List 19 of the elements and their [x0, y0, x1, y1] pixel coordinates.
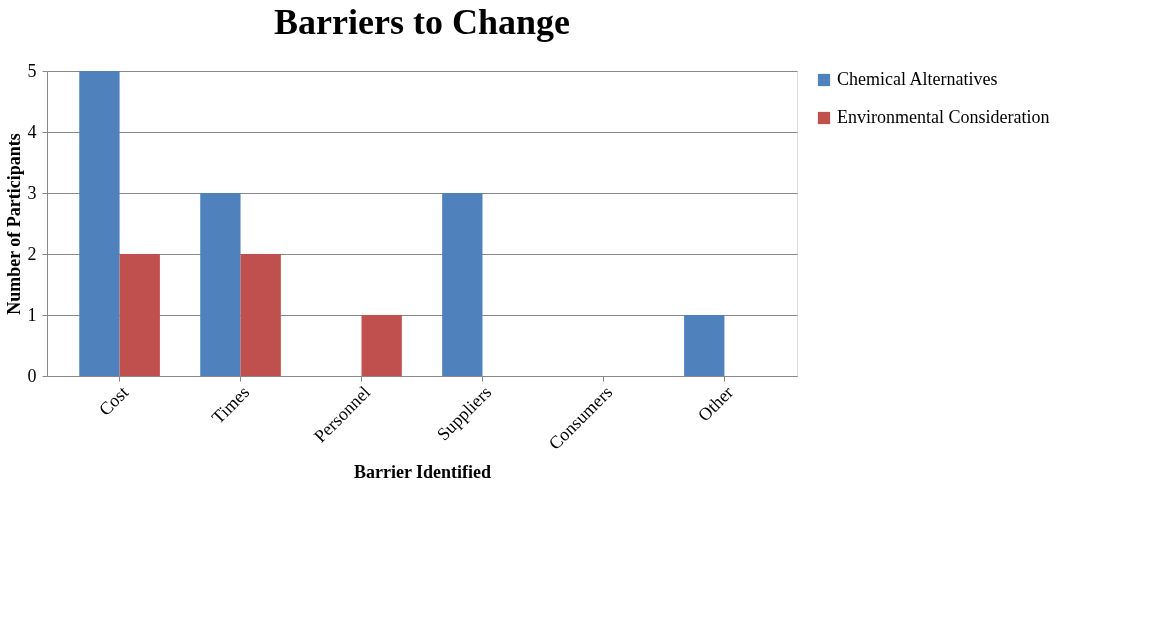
- bar: [79, 71, 120, 376]
- bar: [684, 315, 725, 376]
- y-tick-label: 5: [27, 60, 37, 81]
- bar: [361, 315, 402, 376]
- bar: [119, 254, 160, 376]
- x-axis-title: Barrier Identified: [353, 461, 492, 482]
- bar: [200, 193, 241, 376]
- y-axis-title: Number of Participants: [3, 133, 24, 315]
- y-tick-label: 2: [27, 243, 37, 264]
- y-tick-label: 3: [27, 182, 37, 203]
- legend-label: Environmental Consideration: [837, 107, 1050, 127]
- y-tick-label: 1: [27, 304, 37, 325]
- y-tick-label: 0: [27, 365, 37, 386]
- y-tick-label: 4: [27, 121, 37, 142]
- legend-label: Chemical Alternatives: [837, 69, 998, 89]
- bar: [442, 193, 483, 376]
- chart-title: Barriers to Change: [274, 2, 570, 42]
- x-tick-label: Cost: [94, 382, 133, 420]
- bar: [240, 254, 281, 376]
